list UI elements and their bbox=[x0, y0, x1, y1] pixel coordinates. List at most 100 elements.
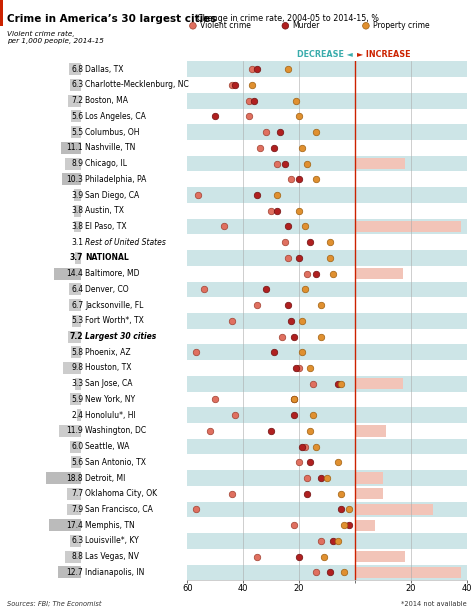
Text: 5.6: 5.6 bbox=[71, 458, 83, 467]
Bar bbox=[355, 504, 433, 515]
Point bbox=[284, 253, 292, 263]
Text: DECREASE ◄: DECREASE ◄ bbox=[297, 50, 353, 58]
Text: San Antonio, TX: San Antonio, TX bbox=[85, 458, 146, 467]
Point bbox=[251, 96, 258, 106]
Text: Seattle, WA: Seattle, WA bbox=[85, 442, 129, 451]
Point bbox=[312, 127, 319, 137]
Text: NATIONAL: NATIONAL bbox=[85, 254, 129, 262]
Bar bbox=[55, 268, 82, 279]
Text: 3.8: 3.8 bbox=[71, 206, 83, 216]
Point bbox=[312, 567, 319, 577]
Bar bbox=[187, 93, 467, 109]
Point bbox=[340, 520, 347, 530]
Bar bbox=[75, 378, 82, 390]
Point bbox=[307, 363, 314, 373]
Bar bbox=[187, 219, 467, 235]
Bar bbox=[187, 344, 467, 360]
Text: 3.8: 3.8 bbox=[71, 222, 83, 231]
Point bbox=[273, 206, 281, 216]
Text: Columbus, OH: Columbus, OH bbox=[85, 128, 140, 137]
Bar bbox=[74, 205, 82, 217]
Point bbox=[290, 332, 297, 341]
Bar bbox=[65, 158, 82, 169]
Bar bbox=[67, 503, 82, 516]
Bar bbox=[187, 61, 467, 77]
Bar bbox=[187, 376, 467, 392]
Bar bbox=[355, 158, 405, 169]
Point bbox=[287, 174, 294, 184]
Point bbox=[326, 567, 334, 577]
Bar bbox=[355, 472, 383, 484]
Text: 3.3: 3.3 bbox=[71, 379, 83, 388]
Point bbox=[304, 269, 311, 279]
Bar bbox=[355, 268, 402, 279]
Point bbox=[245, 112, 253, 122]
Bar bbox=[355, 567, 461, 578]
Text: 7.2: 7.2 bbox=[70, 332, 83, 341]
Bar bbox=[70, 284, 82, 295]
Text: Indianapolis, IN: Indianapolis, IN bbox=[85, 568, 145, 577]
Point bbox=[320, 552, 328, 562]
Point bbox=[295, 457, 303, 467]
Text: 10.3: 10.3 bbox=[66, 175, 83, 184]
Text: 5.8: 5.8 bbox=[71, 348, 83, 357]
Point bbox=[318, 536, 325, 546]
Bar bbox=[71, 346, 82, 358]
Text: *2014 not available: *2014 not available bbox=[401, 600, 467, 607]
Bar bbox=[71, 111, 82, 122]
Point bbox=[318, 300, 325, 310]
Text: Los Angeles, CA: Los Angeles, CA bbox=[85, 112, 146, 121]
Text: 5.6: 5.6 bbox=[71, 112, 83, 121]
Text: 5.3: 5.3 bbox=[71, 316, 83, 325]
Text: Austin, TX: Austin, TX bbox=[85, 206, 124, 216]
Point bbox=[270, 348, 278, 357]
Text: El Paso, TX: El Paso, TX bbox=[85, 222, 127, 231]
Text: Washington, DC: Washington, DC bbox=[85, 426, 146, 435]
Text: Rest of United States: Rest of United States bbox=[85, 238, 166, 247]
Point bbox=[273, 158, 281, 168]
Text: 6.4: 6.4 bbox=[71, 285, 83, 294]
Text: Chicago, IL: Chicago, IL bbox=[85, 159, 127, 168]
Text: 7.9: 7.9 bbox=[71, 505, 83, 514]
Bar bbox=[71, 456, 82, 468]
Bar bbox=[187, 313, 467, 328]
Text: 18.8: 18.8 bbox=[67, 473, 83, 483]
Bar bbox=[70, 535, 82, 547]
Point bbox=[295, 112, 303, 122]
Point bbox=[211, 395, 219, 405]
Text: 11.1: 11.1 bbox=[67, 144, 83, 152]
Text: Philadelphia, PA: Philadelphia, PA bbox=[85, 175, 146, 184]
Text: Las Vegas, NV: Las Vegas, NV bbox=[85, 552, 139, 561]
Point bbox=[290, 395, 297, 405]
Bar bbox=[355, 551, 405, 562]
Text: Fort Worth*, TX: Fort Worth*, TX bbox=[85, 316, 144, 325]
Text: Detroit, MI: Detroit, MI bbox=[85, 473, 126, 483]
Text: 2.4: 2.4 bbox=[71, 411, 83, 419]
Point bbox=[228, 316, 236, 325]
Bar bbox=[69, 299, 82, 311]
Text: New York, NY: New York, NY bbox=[85, 395, 135, 404]
Point bbox=[337, 489, 345, 499]
Text: Jacksonville, FL: Jacksonville, FL bbox=[85, 301, 144, 309]
Point bbox=[329, 269, 337, 279]
Point bbox=[312, 441, 319, 451]
Bar bbox=[187, 156, 467, 171]
Text: 6.3: 6.3 bbox=[71, 537, 83, 545]
Bar bbox=[74, 252, 82, 264]
Bar bbox=[67, 488, 82, 500]
Bar bbox=[187, 124, 467, 140]
Text: Sources: FBI; The Economist: Sources: FBI; The Economist bbox=[7, 600, 101, 607]
Point bbox=[309, 379, 317, 389]
Bar bbox=[72, 315, 82, 327]
Bar bbox=[68, 95, 82, 107]
Text: Crime in America’s 30 largest cities: Crime in America’s 30 largest cities bbox=[7, 14, 217, 23]
Point bbox=[298, 441, 306, 451]
Text: 3.1: 3.1 bbox=[71, 238, 83, 247]
Point bbox=[309, 410, 317, 420]
Point bbox=[281, 237, 289, 247]
Text: 6.8: 6.8 bbox=[71, 64, 83, 74]
Text: ► INCREASE: ► INCREASE bbox=[357, 50, 411, 58]
Bar bbox=[70, 79, 82, 91]
Bar bbox=[187, 250, 467, 266]
Text: Denver, CO: Denver, CO bbox=[85, 285, 129, 294]
